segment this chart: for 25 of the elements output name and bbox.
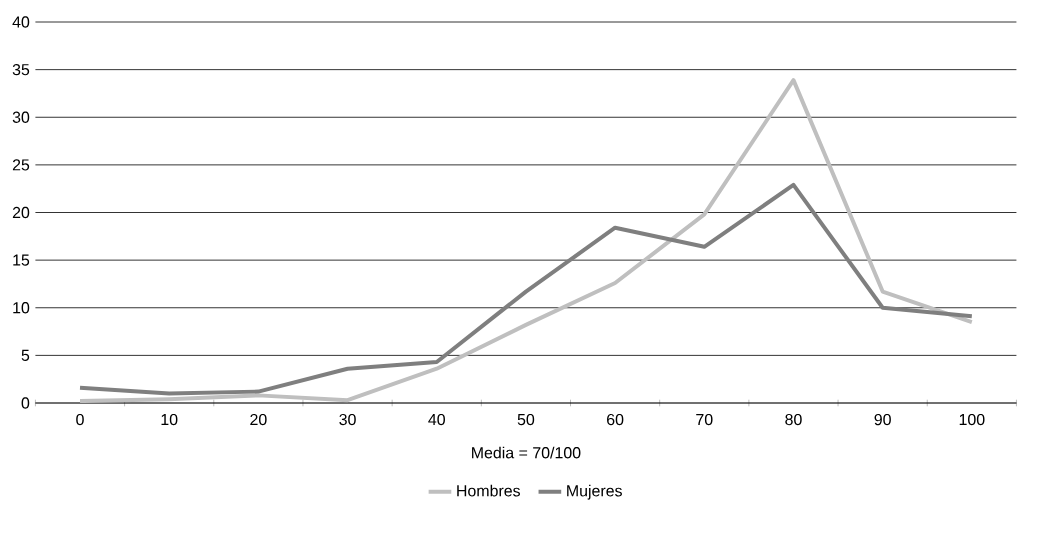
x-tick-label: 50 [517, 413, 535, 426]
x-tick-label: 70 [696, 413, 713, 426]
legend-label: Mujeres [567, 484, 622, 500]
line-series [78, 78, 974, 404]
y-tick-label: 35 [12, 63, 30, 76]
x-tick-label: 0 [76, 413, 84, 426]
y-tick-label: 20 [12, 206, 30, 219]
x-tick-label: 60 [607, 413, 624, 426]
y-tick-label: 25 [12, 159, 30, 171]
x-tick-label: 40 [428, 413, 445, 426]
x-tick-label: 10 [161, 413, 178, 426]
y-tick-label: 30 [12, 111, 30, 123]
x-tick-label: 30 [339, 413, 356, 426]
y-tick-label: 0 [21, 397, 30, 409]
x-tick-label: 100 [959, 413, 985, 426]
x-tick-label: 20 [250, 413, 267, 426]
line-series [78, 182, 974, 396]
y-tick-label: 5 [21, 349, 30, 361]
x-tick-label: 80 [785, 413, 802, 426]
y-tick-label: 40 [12, 16, 30, 28]
legend-label: Hombres [457, 484, 521, 497]
y-tick-label: 15 [13, 254, 30, 266]
x-tick-label: 90 [874, 413, 891, 426]
x-axis-title: Media = 70/100 [472, 446, 581, 459]
y-tick-label: 10 [13, 302, 30, 314]
